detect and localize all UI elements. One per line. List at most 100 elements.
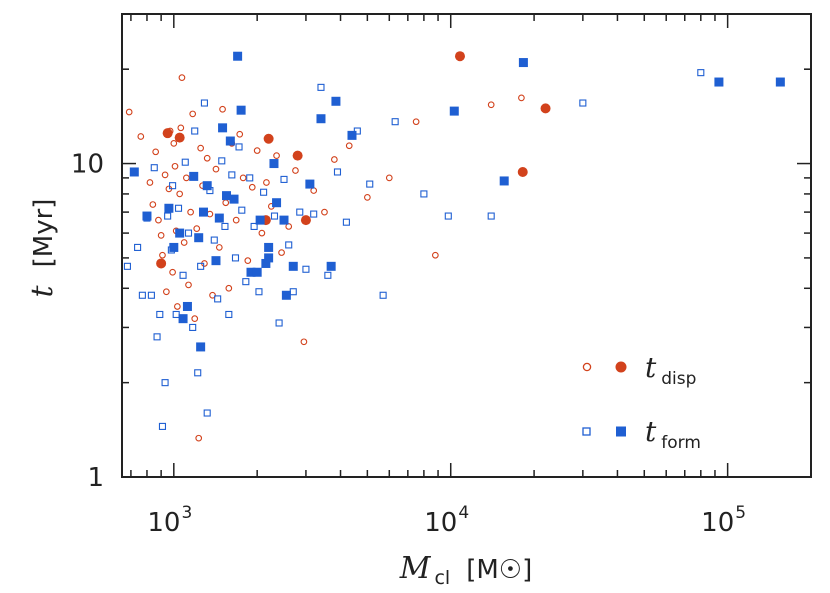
t_form-point-hollow [579,99,587,107]
t_disp-point-hollow [189,110,197,118]
t_disp-point-filled [517,166,528,177]
svg-text:t disp: t disp [645,351,696,389]
t_disp-point-hollow [385,174,393,182]
t_form-point-hollow [238,206,246,214]
x-tick-label: 103 [147,503,192,538]
t_form-point-hollow [210,236,218,244]
t_disp-point-hollow [161,171,169,179]
legend-entry-form: t form [582,415,701,453]
t_form-point-filled [225,136,235,146]
t_disp-point-filled [174,132,185,143]
t_form-point-hollow [150,164,158,172]
t_disp-point-hollow [125,108,133,116]
t_form-point-filled [142,211,152,221]
t_form-point-filled [449,106,459,116]
t_form-point-filled [279,215,289,225]
t_disp-point-hollow [185,281,192,289]
y-axis-unit: [Myr] [29,199,59,268]
t_form-point-hollow [342,218,350,226]
t_disp-point-hollow [169,268,176,276]
legend: t disp t form [582,351,701,453]
t_form-point-filled [236,105,246,115]
t_disp-point-hollow [191,315,199,323]
t_form-point-filled [194,233,204,243]
t_form-point-filled [331,96,341,106]
t_disp-point-filled [162,128,173,139]
t_disp-point-hollow [197,144,204,152]
t_disp-point-hollow [431,251,439,259]
t_form-point-hollow [296,208,304,216]
t_disp-point-hollow [157,232,165,239]
x-tick-label: 105 [701,503,746,538]
t_disp-point-hollow [244,257,252,265]
t_disp-point-hollow [195,434,203,442]
t_disp-point-hollow [176,190,184,198]
t_form-point-filled [272,198,282,208]
t_disp-point-hollow [263,179,270,186]
t_form-point-hollow [161,379,169,387]
legend-entry-disp: t disp [582,351,696,389]
t_disp-point-hollow [180,239,188,246]
t_form-point-hollow [158,422,167,430]
t_form-point-filled [214,213,224,223]
t_form-point-hollow [333,168,342,176]
t_disp-point-filled [454,51,465,62]
t_form-point-filled [196,342,206,352]
t_form-point-hollow [194,369,202,377]
t_disp-point-filled [156,258,167,269]
t_disp-point-hollow [170,139,178,147]
t_form-point-filled [775,77,785,87]
legend-hollow-circle-marker [582,362,592,372]
t_disp-point-hollow [258,229,266,237]
t_disp-point-hollow [149,201,157,208]
t_form-point-hollow [134,243,142,251]
t_form-point-filled [178,314,188,324]
t_disp-point-hollow [310,187,318,194]
t_form-point-filled [229,194,239,204]
t_form-point-hollow [420,190,428,198]
t_disp-point-filled [263,133,274,144]
t_form-point-hollow [172,310,180,319]
t_disp-point-hollow [177,124,185,132]
legend-hollow-square-marker [582,427,591,436]
t_disp-point-hollow [225,284,233,292]
t_form-point-filled [305,179,315,189]
t_form-point-filled [211,256,221,266]
t_form-point-hollow [366,180,374,188]
svg-text:M cl [M☉]: M cl [M☉] [399,551,532,589]
t_form-point-hollow [289,288,297,296]
t_disp-point-hollow [163,288,170,296]
t_disp-point-hollow [159,251,166,259]
t_form-point-hollow [444,212,452,220]
t_form-point-hollow [285,241,293,249]
t_form-point-hollow [164,212,172,220]
t_form-point-filled [246,267,256,277]
t_form-point-hollow [221,222,229,230]
t_disp-point-hollow [232,216,240,224]
x-tick-label: 104 [424,503,469,538]
t_form-point-filled [714,77,724,87]
t_disp-point-hollow [155,216,162,224]
t_disp-point-hollow [300,338,308,346]
y-tick-label: 10 [71,150,104,180]
t_form-point-filled [288,261,298,271]
t_form-point-hollow [235,143,243,151]
t_form-point-filled [264,242,274,252]
t_disp-point-hollow [215,244,223,251]
t_disp-point-hollow [364,194,371,201]
t_form-point-hollow [174,204,183,212]
t_form-point-hollow [391,118,399,126]
t_form-point-hollow [191,127,199,135]
t_form-point-hollow [260,188,268,196]
t_form-point-filled [182,301,192,311]
t_form-point-hollow [179,271,187,279]
t_disp-point-hollow [487,101,495,109]
t_disp-point-hollow [137,133,145,140]
t_disp-point-hollow [152,148,160,156]
t_disp-point-hollow [345,142,353,150]
t_form-point-filled [316,114,326,124]
t_form-point-hollow [270,212,279,220]
t_disp-point-hollow [236,130,244,138]
t_form-point-filled [252,267,262,277]
t_form-point-hollow [225,310,233,319]
